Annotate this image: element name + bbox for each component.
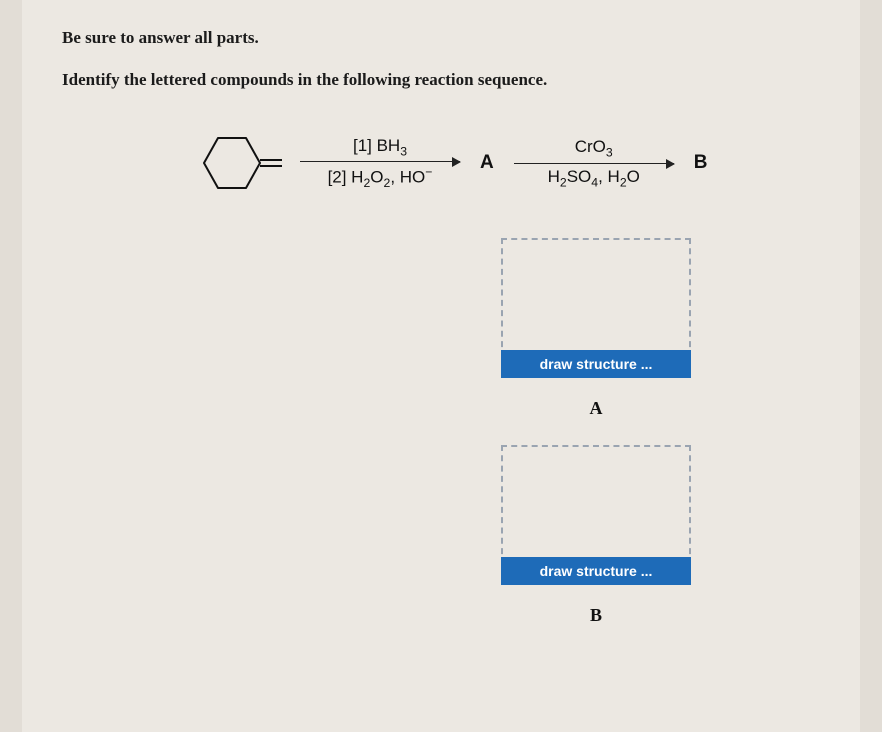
worksheet-sheet: Be sure to answer all parts. Identify th… — [22, 0, 860, 732]
answer-column: draw structure ... A draw structure ... … — [372, 238, 820, 652]
product-a-label: A — [480, 152, 494, 174]
product-b-label: B — [694, 152, 708, 174]
reaction-arrow-icon — [514, 163, 674, 164]
answer-box-b[interactable]: draw structure ... — [501, 445, 691, 585]
answer-a-caption: A — [590, 398, 603, 419]
answer-b-caption: B — [590, 605, 602, 626]
reaction-scheme: [1] BH3 [2] H2O2, HO− A CrO3 H2SO4, H2O … — [182, 118, 820, 208]
step2-top-reagent: CrO3 — [514, 134, 674, 162]
reaction-step-2: CrO3 H2SO4, H2O — [514, 134, 674, 192]
prompt-text: Identify the lettered compounds in the f… — [62, 70, 820, 90]
draw-structure-button-a[interactable]: draw structure ... — [501, 350, 691, 378]
reaction-arrow-icon — [300, 161, 460, 162]
cyclohexane-methylidene-icon — [182, 120, 292, 206]
reaction-step-1: [1] BH3 [2] H2O2, HO− — [300, 133, 460, 193]
step1-bottom-reagent: [2] H2O2, HO− — [300, 162, 460, 193]
draw-structure-button-b[interactable]: draw structure ... — [501, 557, 691, 585]
instruction-text: Be sure to answer all parts. — [62, 28, 820, 48]
step2-bottom-reagent: H2SO4, H2O — [514, 164, 674, 192]
step1-top-reagent: [1] BH3 — [300, 133, 460, 161]
starting-material-structure — [182, 118, 292, 208]
answer-box-a[interactable]: draw structure ... — [501, 238, 691, 378]
